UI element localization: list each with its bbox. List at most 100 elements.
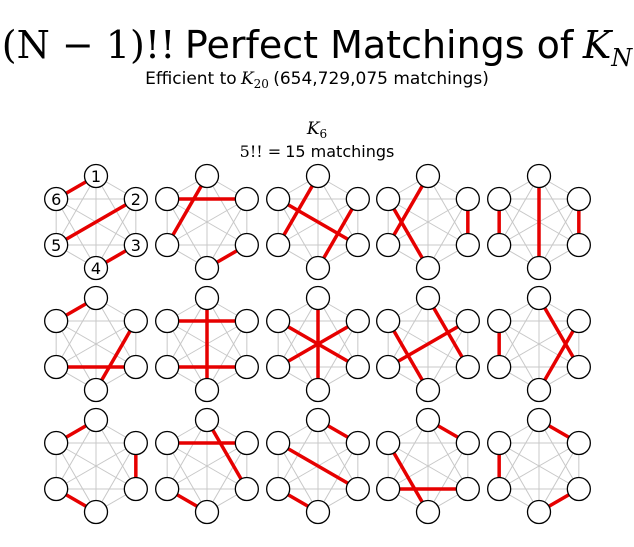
node — [123, 354, 148, 380]
graph-edge — [387, 442, 469, 490]
title-k: K — [582, 23, 614, 67]
node — [415, 163, 441, 189]
subtitle-sub: 20 — [254, 77, 269, 91]
node — [415, 377, 441, 403]
node — [376, 232, 401, 258]
node — [566, 354, 591, 380]
node — [266, 308, 291, 334]
matching-graph — [266, 407, 370, 525]
matching-edge — [386, 442, 430, 513]
matching-edge — [386, 198, 430, 269]
graph-sub: 6 — [320, 127, 328, 141]
node — [305, 255, 331, 281]
node — [155, 308, 180, 334]
graph-edge — [55, 442, 137, 490]
node — [234, 308, 259, 334]
matching-edge — [537, 320, 581, 391]
node — [234, 354, 259, 380]
matching-graph: 1 2 3 4 5 6 — [44, 163, 148, 281]
matching-edge — [277, 197, 359, 247]
node — [234, 476, 259, 502]
node — [305, 407, 331, 433]
node — [234, 430, 259, 456]
graph-edge — [166, 442, 248, 490]
graph-edge — [166, 198, 248, 246]
graph-edge — [166, 320, 208, 391]
node — [155, 186, 180, 212]
graph-edge — [55, 320, 137, 368]
node — [345, 308, 370, 334]
matching-edge — [386, 320, 430, 391]
node — [123, 476, 148, 502]
graph-edge — [498, 320, 580, 368]
graph-edge — [498, 442, 580, 490]
node — [415, 407, 441, 433]
node — [83, 377, 109, 403]
node-label: 4 — [91, 259, 101, 278]
node — [566, 308, 591, 334]
node — [305, 499, 331, 525]
subtitle: Efficient to K20 (654,729,075 matchings) — [145, 69, 489, 92]
node — [376, 354, 401, 380]
node — [155, 232, 180, 258]
node — [526, 255, 552, 281]
node — [455, 186, 480, 212]
graph-edge — [166, 442, 208, 513]
title: (N − 1)!! Perfect Matchings of KN — [2, 23, 633, 72]
node — [83, 285, 109, 311]
node — [566, 186, 591, 212]
node — [44, 186, 69, 212]
node — [83, 407, 109, 433]
matching-edge — [387, 319, 469, 369]
node — [83, 499, 109, 525]
matching-graph — [44, 407, 148, 525]
node — [526, 377, 552, 403]
node — [376, 430, 401, 456]
graph-edge — [277, 442, 319, 513]
title-text: Perfect Matchings of — [185, 23, 575, 67]
matching-edge — [277, 441, 359, 491]
node — [44, 430, 69, 456]
node — [526, 285, 552, 311]
node — [44, 476, 69, 502]
matching-graph — [44, 285, 148, 403]
title-math: (N − 1)!! — [2, 23, 176, 67]
graph-count: 5!! = 15 matchings — [240, 142, 395, 161]
matching-graph — [155, 163, 259, 281]
node — [455, 476, 480, 502]
graph-k: K — [306, 119, 321, 139]
node — [266, 232, 291, 258]
node — [526, 407, 552, 433]
matching-graph — [376, 163, 480, 281]
node — [345, 232, 370, 258]
matching-edge — [386, 175, 430, 246]
matching-graph — [266, 285, 370, 403]
node — [194, 377, 220, 403]
node — [376, 476, 401, 502]
matching-graph — [487, 285, 591, 403]
matching-graph — [266, 163, 370, 281]
node — [487, 354, 512, 380]
matching-edge — [55, 197, 137, 247]
graph-edge — [277, 198, 319, 269]
node — [487, 232, 512, 258]
matching-graph — [376, 407, 480, 525]
node — [345, 186, 370, 212]
matching-edge — [316, 198, 360, 269]
node-label: 5 — [51, 236, 61, 255]
count-math: 5!! = — [240, 142, 282, 161]
matching-edge — [277, 319, 359, 369]
node — [123, 186, 148, 212]
node — [83, 163, 109, 189]
graph-edge — [166, 198, 208, 269]
node-label: 2 — [131, 190, 141, 209]
node — [44, 354, 69, 380]
node — [123, 430, 148, 456]
matching-graph — [376, 285, 480, 403]
matching-edge — [205, 419, 249, 490]
node — [266, 430, 291, 456]
graph-edge — [498, 320, 540, 391]
node — [487, 476, 512, 502]
node — [487, 186, 512, 212]
node — [455, 308, 480, 334]
